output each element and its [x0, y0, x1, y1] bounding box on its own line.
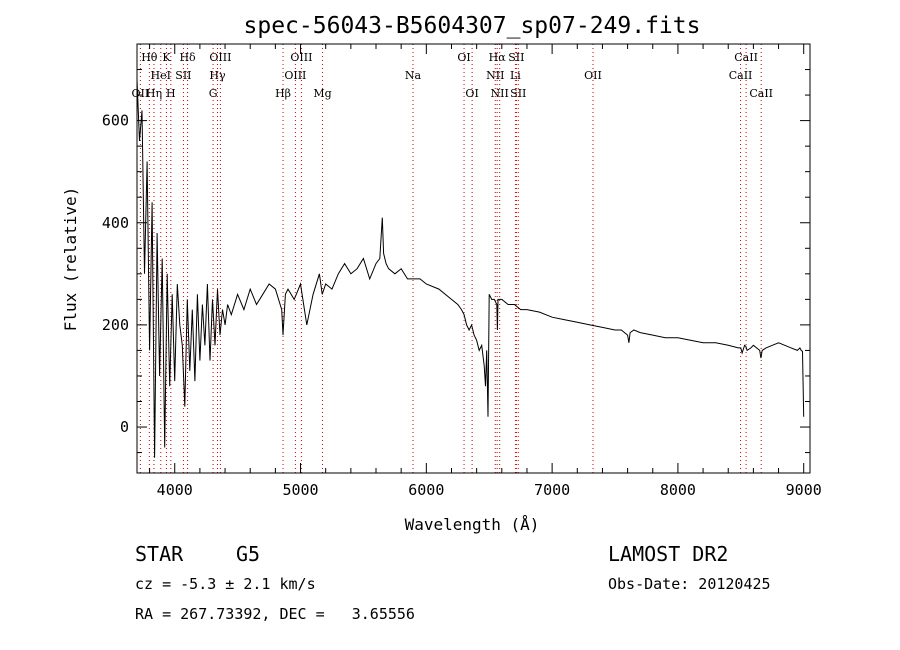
y-tick-label: 600	[102, 112, 129, 130]
spectral-line-labels: OII Hθ K HeI Hη SII H Hδ OIII Hγ G Hβ OIII OIII Mg Na OI…	[132, 51, 773, 100]
y-axis-ticks: 0 200 400 600	[102, 69, 810, 454]
spectral-line-markers	[139, 44, 762, 473]
x-tick-label: 6000	[408, 481, 444, 499]
line-label: G	[209, 87, 218, 100]
x-tick-label: 8000	[660, 481, 696, 499]
y-axis-label: Flux (relative)	[61, 187, 80, 332]
spectrum-chart: spec-56043-B5604307_sp07-249.fits OII Hθ K…	[61, 13, 822, 534]
object-class: STAR	[135, 542, 184, 566]
line-label: SII	[508, 51, 524, 64]
line-label: OIII	[284, 69, 306, 82]
x-tick-label: 5000	[282, 481, 318, 499]
line-label: Hα	[489, 51, 507, 64]
line-label: Li	[510, 69, 521, 82]
line-label: Hη	[146, 87, 162, 100]
line-label: OII	[584, 69, 602, 82]
line-label: SII	[175, 69, 191, 82]
observation-date: Obs-Date: 20120425	[608, 575, 771, 593]
line-label: OI	[465, 87, 478, 100]
line-label: OIII	[209, 51, 231, 64]
y-tick-label: 0	[120, 418, 129, 436]
line-label: OIII	[290, 51, 312, 64]
line-label: SII	[510, 87, 526, 100]
line-label: HeI	[151, 69, 171, 82]
line-label: NII	[491, 87, 509, 100]
line-label: NII	[486, 69, 504, 82]
sky-coordinates: RA = 267.73392, DEC = 3.65556	[135, 605, 415, 623]
line-label: K	[162, 51, 171, 64]
line-label: H	[166, 87, 176, 100]
line-label: Na	[405, 69, 422, 82]
x-axis-ticks: 4000 5000 6000 7000 8000 9000	[149, 44, 822, 499]
line-label: Hδ	[179, 51, 196, 64]
line-label: OI	[457, 51, 470, 64]
survey-name: LAMOST DR2	[608, 542, 729, 566]
line-label: Hθ	[141, 51, 158, 64]
y-tick-label: 400	[102, 214, 129, 232]
x-tick-label: 9000	[786, 481, 822, 499]
line-label: CaII	[734, 51, 758, 64]
line-label: Hβ	[275, 87, 291, 100]
spectrum-line	[136, 79, 805, 458]
x-tick-label: 7000	[534, 481, 570, 499]
redshift-value: cz = -5.3 ± 2.1 km/s	[135, 575, 316, 593]
y-tick-label: 200	[102, 316, 129, 334]
line-label: CaII	[749, 87, 773, 100]
line-label: CaII	[729, 69, 753, 82]
x-tick-label: 4000	[157, 481, 193, 499]
object-subclass: G5	[236, 542, 261, 566]
x-axis-label: Wavelength (Å)	[405, 515, 540, 534]
plot-frame	[136, 43, 811, 474]
chart-title: spec-56043-B5604307_sp07-249.fits	[244, 13, 701, 39]
line-label: OII	[132, 87, 150, 100]
line-label: Mg	[313, 87, 331, 100]
line-label: Hγ	[209, 69, 226, 82]
